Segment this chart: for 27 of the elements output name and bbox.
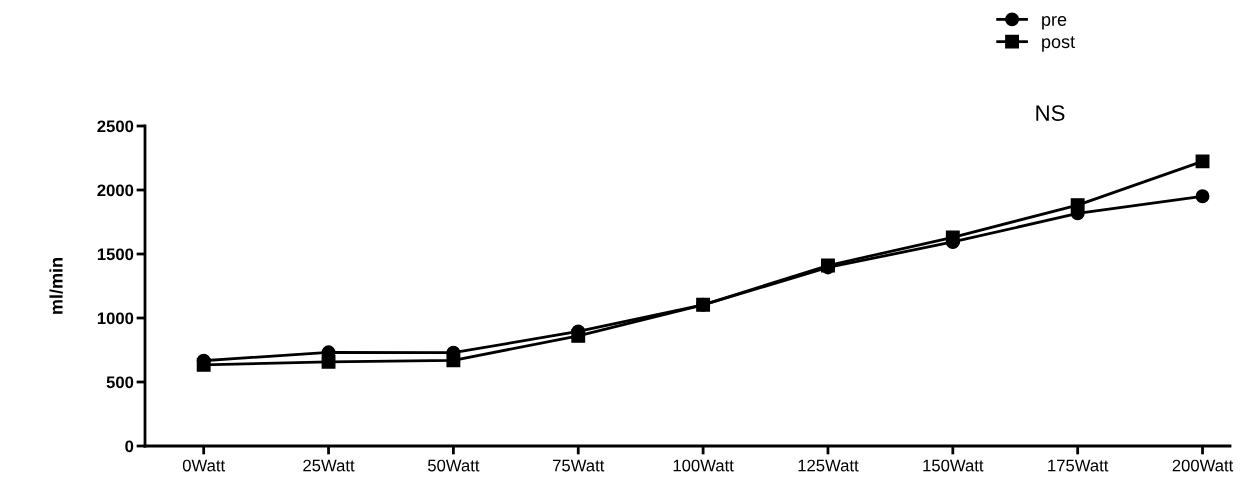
point: [196, 357, 211, 372]
x-tick-label: 125Watt: [798, 459, 859, 472]
legend-label: post: [1042, 36, 1075, 52]
y-tick-label: 0: [125, 440, 134, 453]
legend-label: pre: [1042, 16, 1067, 30]
y-axis-title: ml/min: [49, 258, 63, 314]
point: [1195, 189, 1210, 204]
x-tick-label: 150Watt: [923, 459, 984, 472]
point: [571, 328, 586, 343]
y-tick-label: 2000: [97, 184, 134, 197]
y-tick-label: 2500: [97, 120, 134, 133]
x-tick-label: 50Watt: [427, 459, 480, 472]
x-tick-label: 75Watt: [553, 459, 605, 472]
y-tick-label: 1000: [97, 312, 134, 325]
point: [446, 353, 461, 368]
point: [321, 354, 336, 369]
x-tick-label: 25Watt: [303, 459, 355, 472]
x-tick-label: 100Watt: [673, 459, 734, 472]
point: [1195, 154, 1210, 169]
text: NS: [1036, 105, 1065, 121]
x-tick-label: 0Watt: [182, 459, 226, 472]
y-tick-label: 500: [106, 376, 134, 389]
x-tick-label: 200Watt: [1172, 459, 1234, 472]
x-tick-label: 175Watt: [1048, 459, 1109, 472]
point: [1070, 198, 1085, 213]
y-tick-label: 1500: [97, 248, 134, 261]
point: [945, 230, 960, 245]
